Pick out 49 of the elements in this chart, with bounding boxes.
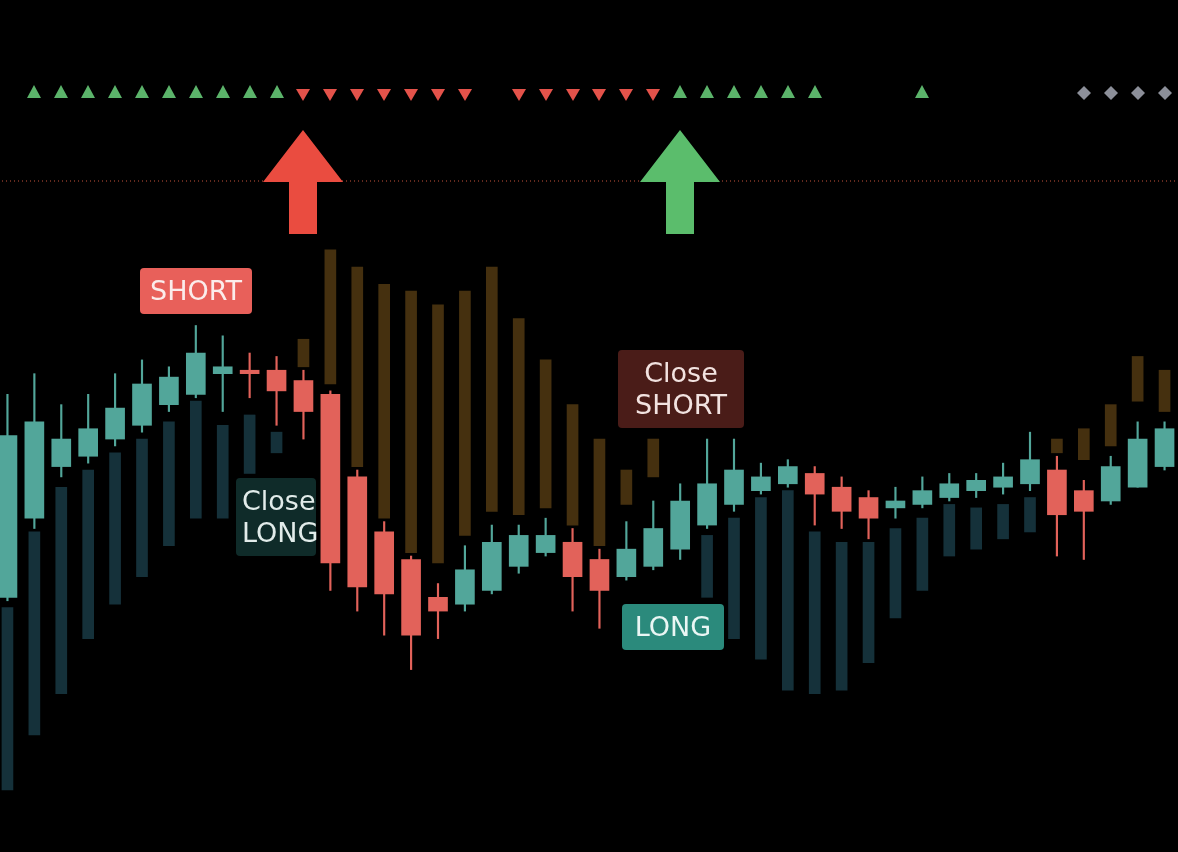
bar [835, 541, 848, 691]
bar [432, 304, 444, 564]
bar [1131, 356, 1144, 402]
bar [351, 266, 364, 467]
bar [781, 490, 794, 691]
bar [163, 421, 175, 547]
bar [324, 249, 337, 385]
bar [216, 424, 229, 519]
bar [1104, 404, 1117, 447]
bar [701, 535, 713, 598]
bar [889, 528, 902, 619]
bar [512, 318, 525, 516]
bar [189, 400, 202, 519]
bar [55, 486, 68, 694]
text: SHORT [140, 268, 252, 314]
annotation: Close LONG [236, 478, 319, 556]
bar [997, 504, 1009, 540]
bar [297, 338, 310, 368]
bar [755, 497, 767, 660]
bar [1051, 438, 1063, 454]
bar [1, 607, 14, 791]
bar [916, 517, 929, 591]
bar [28, 531, 41, 736]
bar [808, 531, 821, 694]
bar [459, 290, 471, 536]
bar [620, 469, 633, 505]
bar [109, 452, 121, 605]
candlestick [885, 486, 906, 519]
bar [270, 431, 283, 454]
bar [566, 404, 579, 526]
candlestick [266, 356, 287, 426]
bar [862, 541, 875, 664]
bar [1158, 369, 1171, 412]
bar [82, 469, 95, 639]
bar [485, 266, 498, 512]
bar [647, 438, 660, 478]
bar [1024, 497, 1036, 533]
bar [136, 438, 148, 578]
bar [243, 414, 256, 474]
bar [378, 283, 391, 519]
annotation: Close SHORT [618, 350, 744, 428]
bar [539, 359, 552, 509]
bar [728, 517, 740, 639]
bar [593, 438, 606, 547]
bar [405, 290, 417, 553]
bar [943, 504, 956, 557]
bar [1077, 428, 1090, 461]
bar [970, 507, 983, 550]
annotation: LONG [622, 604, 724, 650]
